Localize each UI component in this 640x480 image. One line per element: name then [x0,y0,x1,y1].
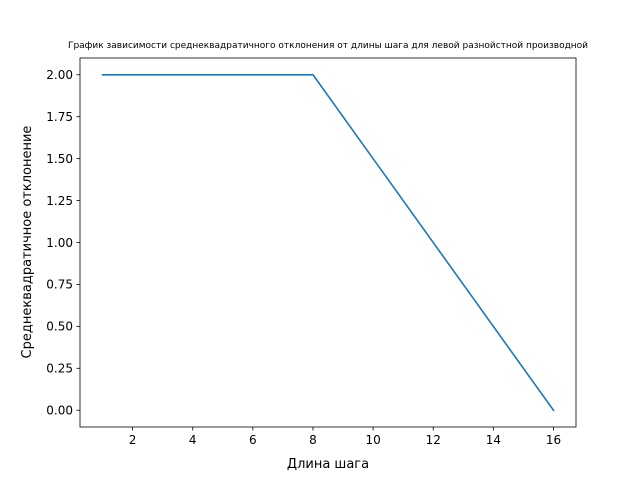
y-tick-label: 0.75 [46,278,73,292]
x-tick-label: 10 [365,433,380,447]
series-layer [101,73,555,412]
y-tick-label: 0.00 [46,404,73,418]
y-tick-label: 2.00 [46,68,73,82]
y-tick-label: 0.25 [46,362,73,376]
plot-frame [79,57,577,428]
x-tick-label: 16 [546,433,561,447]
x-tick-label: 14 [486,433,501,447]
y-tick-label: 1.50 [46,152,73,166]
x-axis: 2 4 6 8 10 12 14 16 [129,427,561,447]
y-tick-label: 0.50 [46,320,73,334]
series-line-0 [101,73,555,412]
x-tick-label: 12 [426,433,441,447]
x-tick-label: 8 [309,433,317,447]
y-tick-label: 1.25 [46,194,73,208]
y-axis: 0.00 0.25 0.50 0.75 1.00 1.25 1.50 1.75 2.00 [46,68,80,418]
x-tick-label: 2 [129,433,137,447]
x-axis-label: Длина шага [287,457,369,472]
x-tick-label: 6 [249,433,257,447]
chart-title: График зависимости среднеквадратичного о… [68,41,588,51]
y-tick-label: 1.75 [46,110,73,124]
x-tick-label: 4 [189,433,197,447]
y-axis-label: Среднеквадратичное отклонение [20,126,35,359]
y-tick-label: 1.00 [46,236,73,250]
